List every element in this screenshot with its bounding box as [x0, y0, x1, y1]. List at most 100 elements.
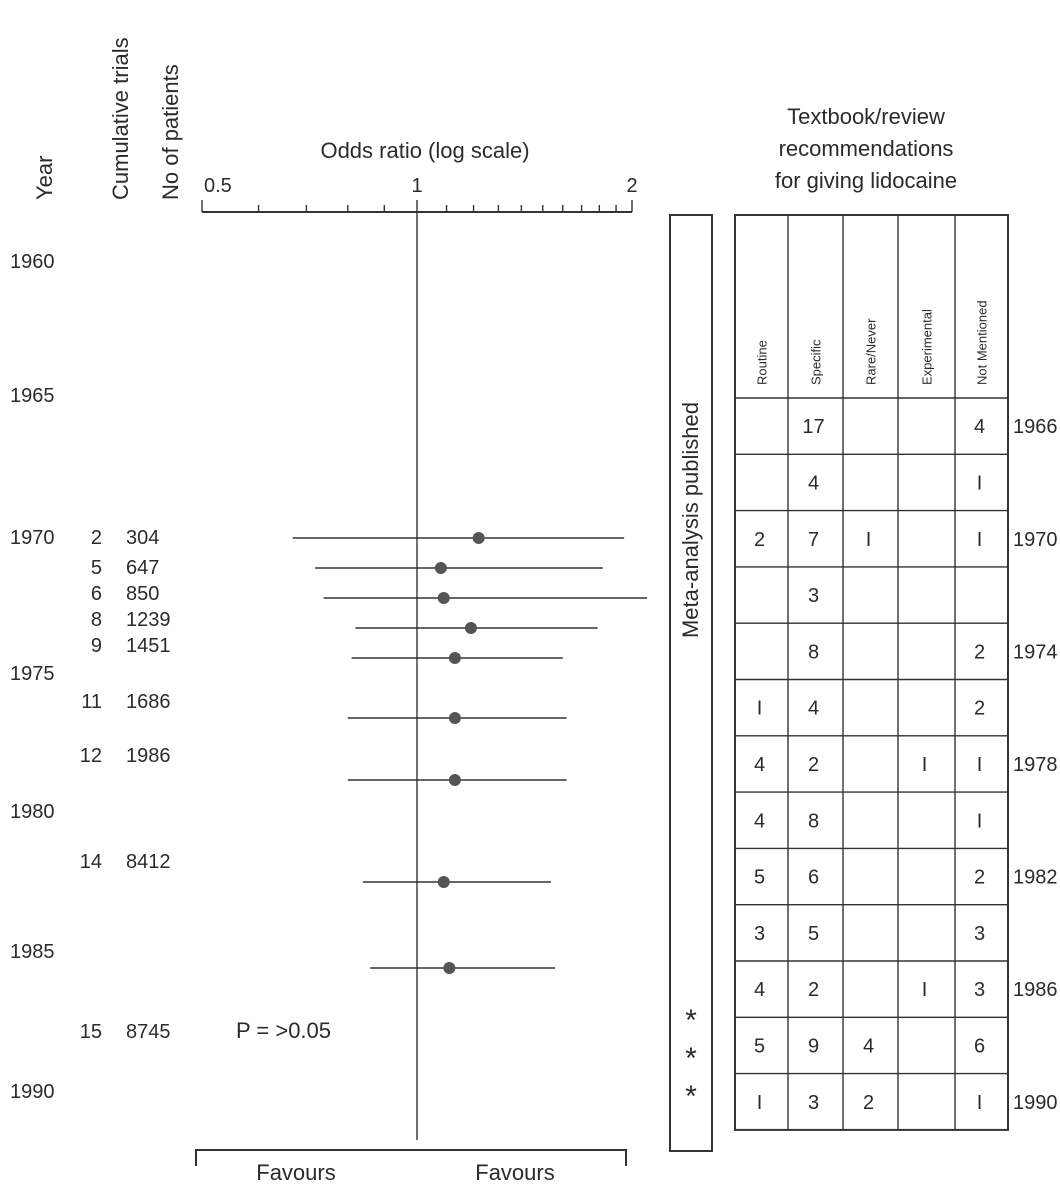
table-cell: 5: [808, 923, 819, 945]
x-tick-label: 0.5: [204, 175, 232, 197]
table-cell: I: [757, 698, 763, 720]
odds-ratio-point: [443, 962, 456, 974]
table-title-line: recommendations: [779, 136, 954, 161]
table-cell: 6: [974, 1035, 985, 1057]
table-cell: 4: [754, 754, 765, 776]
year-label: 1970: [10, 527, 55, 549]
table-row-year: 1978: [1013, 754, 1058, 776]
textbook-table: Routine Specific Rare/Never Experimental Not…: [734, 214, 1058, 1131]
year-label: 1975: [10, 663, 55, 685]
table-cell: 3: [808, 1092, 819, 1114]
meta-analysis-star: *: [685, 1042, 697, 1075]
year-label: 1980: [10, 801, 55, 823]
odds-ratio-point: [464, 622, 477, 634]
table-cell: 5: [754, 867, 765, 889]
year-header: Year: [32, 156, 57, 200]
table-cell: 7: [808, 529, 819, 551]
table-cell: I: [977, 472, 983, 494]
year-label: 1990: [10, 1081, 55, 1103]
table-column-header: Rare/Never: [864, 318, 879, 385]
table-column-header: Experimental: [920, 309, 935, 385]
table-row-year: 1970: [1013, 529, 1058, 551]
table-cell: 4: [863, 1035, 874, 1057]
table-cell: I: [977, 810, 983, 832]
cumulative-trials-value: 2: [91, 527, 102, 549]
table-cell: 4: [754, 810, 765, 832]
table-cell: 5: [754, 1035, 765, 1057]
table-row-year: 1966: [1013, 416, 1058, 438]
meta-analysis-star: *: [685, 1080, 697, 1113]
odds-ratio-point: [437, 876, 450, 888]
odds-ratio-point: [472, 532, 485, 544]
table-cell: 2: [808, 754, 819, 776]
table-cell: 9: [808, 1035, 819, 1057]
table-cell: 3: [974, 979, 985, 1001]
cumulative-trials-value: 6: [91, 583, 102, 605]
year-label: 1985: [10, 941, 55, 963]
table-column-header: Not Mentioned: [975, 300, 990, 385]
patients-header: No of patients: [158, 64, 183, 200]
patients-value: 1686: [126, 691, 171, 713]
trials-header: Cumulative trials: [108, 37, 133, 200]
table-cell: I: [977, 529, 983, 551]
x-tick-label: 2: [626, 175, 637, 197]
x-tick-label: 1: [411, 175, 422, 197]
table-cell: 2: [808, 979, 819, 1001]
table-row-year: 1974: [1013, 641, 1058, 663]
cumulative-trials-value: 5: [91, 557, 102, 579]
table-title-line: for giving lidocaine: [775, 168, 957, 193]
table-cell: 6: [808, 867, 819, 889]
table-cell: 2: [974, 867, 985, 889]
patients-value: 1986: [126, 745, 171, 767]
meta-analysis-box: Meta-analysis published * * *: [669, 214, 713, 1152]
table-cell: 8: [808, 641, 819, 663]
table-column-header: Routine: [755, 340, 770, 385]
year-labels: 1960 1965 1970 1975 1980 1985 1990: [10, 251, 55, 1103]
table-row-year: 1986: [1013, 979, 1058, 1001]
cumulative-trials-value: 9: [91, 635, 102, 657]
patients-value: 8412: [126, 851, 171, 873]
odds-ratio-point: [448, 774, 461, 786]
cumulative-trials-value: 14: [80, 851, 102, 873]
table-cell: 17: [802, 416, 824, 438]
meta-analysis-stars: * * *: [685, 1004, 697, 1113]
table-row-year: 1990: [1013, 1092, 1058, 1114]
patients-value: 304: [126, 527, 159, 549]
table-frame: [734, 214, 1009, 1131]
year-label: 1960: [10, 251, 55, 273]
textbook-table-title: Textbook/review recommendations for giving…: [775, 104, 957, 193]
table-cell: 2: [974, 641, 985, 663]
table-cell: I: [977, 1092, 983, 1114]
favours-bracket: [195, 1149, 627, 1166]
meta-analysis-frame: [669, 214, 713, 1152]
odds-ratio-point: [448, 712, 461, 724]
table-cell: 4: [974, 416, 985, 438]
odds-ratio-point: [434, 562, 447, 574]
favours-control-label: Favours: [475, 1160, 554, 1185]
axis-title: Odds ratio (log scale): [320, 138, 529, 163]
patients-value: 1451: [126, 635, 171, 657]
table-cell: 4: [754, 979, 765, 1001]
meta-analysis-label: Meta-analysis published: [678, 402, 703, 638]
favours-treatment-label: Favours: [256, 1160, 335, 1185]
table-cell: 3: [974, 923, 985, 945]
table-cell: I: [757, 1092, 763, 1114]
table-cell: 2: [754, 529, 765, 551]
table-cell: 2: [974, 698, 985, 720]
table-cell: I: [922, 754, 928, 776]
table-cell: I: [977, 754, 983, 776]
table-cell: 4: [808, 472, 819, 494]
cumulative-trials-value: 12: [80, 745, 102, 767]
odds-ratio-point: [437, 592, 450, 604]
p-value-label: P = >0.05: [236, 1018, 331, 1043]
meta-analysis-star: *: [685, 1004, 697, 1037]
patients-value: 1239: [126, 609, 171, 631]
cumulative-trials-value: 11: [81, 691, 102, 713]
favours-treatment-label: treatment: [250, 1188, 343, 1192]
table-cell: 4: [808, 698, 819, 720]
patients-value: 647: [126, 557, 159, 579]
table-cell: 3: [754, 923, 765, 945]
table-cell: 8: [808, 810, 819, 832]
